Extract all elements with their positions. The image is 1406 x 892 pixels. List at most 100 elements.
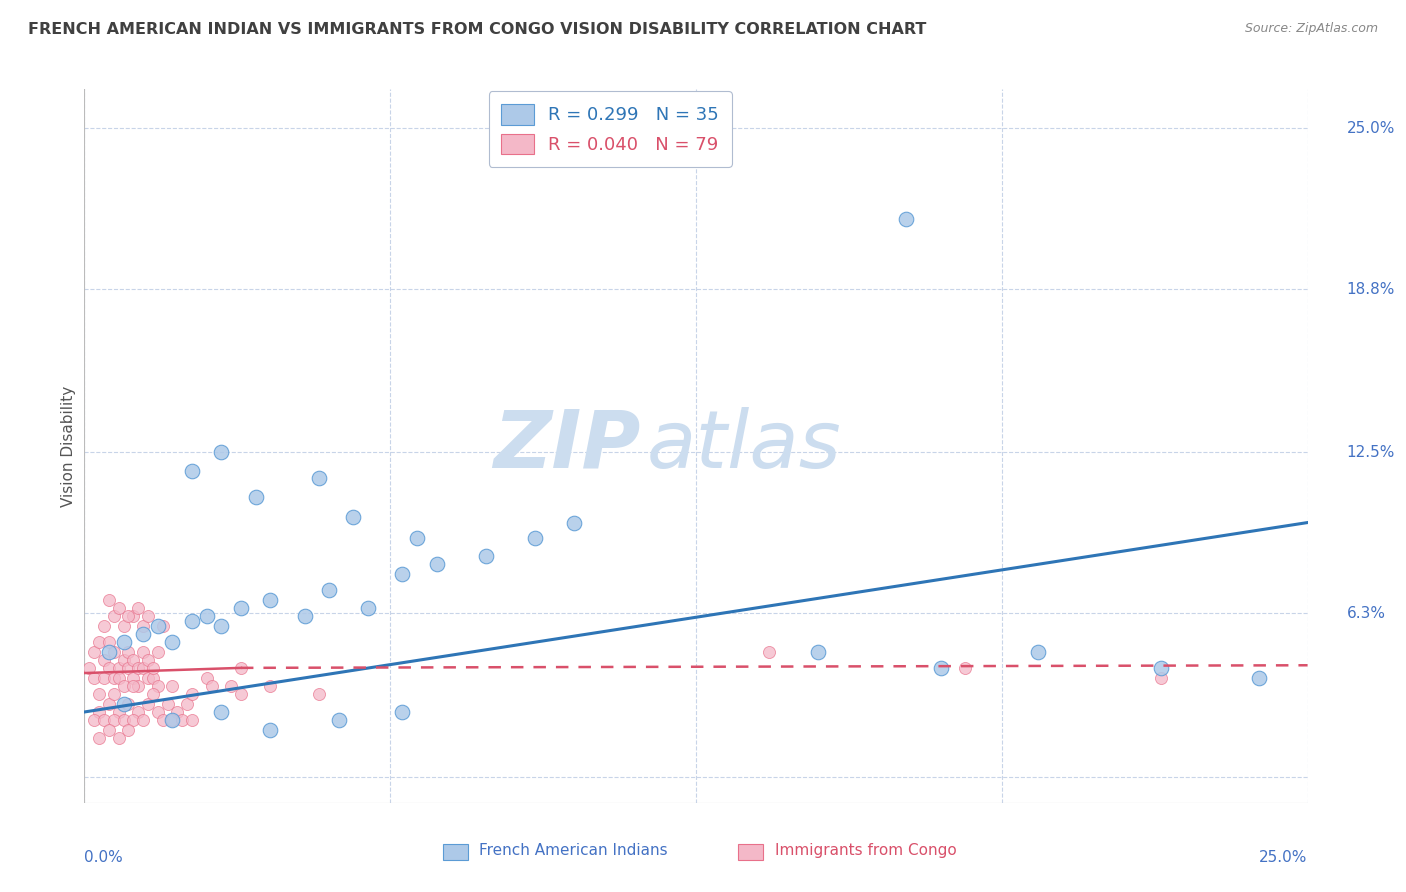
Point [294,609,316,624]
Point [132,713,155,727]
Point [103,671,125,685]
Point [127,661,149,675]
Point [132,645,155,659]
Point [97,661,120,675]
Point [112,653,135,667]
Point [142,661,165,675]
Point [896,211,918,226]
Point [200,679,222,693]
Point [117,697,139,711]
Point [308,687,330,701]
Point [146,705,169,719]
Point [117,661,139,675]
Point [117,645,139,659]
Point [209,619,232,633]
Point [181,464,204,478]
Point [181,687,204,701]
Point [127,601,149,615]
Point [807,645,830,659]
Point [122,653,145,667]
Point [219,679,242,693]
Point [1150,661,1173,675]
Point [127,705,149,719]
Text: Source: ZipAtlas.com: Source: ZipAtlas.com [1244,22,1378,36]
Point [83,671,105,685]
Y-axis label: Vision Disability: Vision Disability [60,385,76,507]
Point [107,705,129,719]
Point [195,671,218,685]
Point [474,549,496,564]
Text: 25.0%: 25.0% [1260,849,1308,864]
Point [162,713,184,727]
Point [112,679,135,693]
Point [209,705,232,719]
Point [953,661,976,675]
Point [83,645,105,659]
Text: FRENCH AMERICAN INDIAN VS IMMIGRANTS FROM CONGO VISION DISABILITY CORRELATION CH: FRENCH AMERICAN INDIAN VS IMMIGRANTS FRO… [28,22,927,37]
Point [1150,671,1173,685]
Point [152,619,174,633]
Point [87,687,110,701]
Point [259,723,281,738]
Point [342,510,364,524]
Point [117,609,139,624]
Point [136,671,159,685]
Point [93,713,115,727]
Point [136,609,159,624]
Point [156,697,179,711]
Point [103,713,125,727]
Point [391,705,413,719]
Point [132,627,155,641]
Text: atlas: atlas [647,407,842,485]
Text: 12.5%: 12.5% [1347,445,1395,460]
Text: 6.3%: 6.3% [1347,606,1386,621]
Text: French American Indians: French American Indians [479,844,668,858]
Point [122,609,145,624]
Point [87,731,110,745]
Point [107,731,129,745]
Point [93,671,115,685]
Point [93,619,115,633]
Point [146,619,169,633]
Point [1028,645,1050,659]
Point [318,582,340,597]
Legend: R = 0.299   N = 35, R = 0.040   N = 79: R = 0.299 N = 35, R = 0.040 N = 79 [489,91,733,167]
Point [229,661,252,675]
Point [83,713,105,727]
Point [357,601,380,615]
Point [122,671,145,685]
Point [136,697,159,711]
Text: 0.0%: 0.0% [84,849,124,864]
Point [142,671,165,685]
Text: 18.8%: 18.8% [1347,282,1395,296]
Point [132,661,155,675]
Point [209,445,232,459]
Point [152,713,174,727]
Point [146,679,169,693]
Text: Immigrants from Congo: Immigrants from Congo [775,844,956,858]
Point [162,635,184,649]
Point [142,687,165,701]
Point [195,609,218,624]
Point [87,705,110,719]
Point [259,593,281,607]
Point [103,687,125,701]
Point [103,645,125,659]
Point [112,619,135,633]
Point [112,697,135,711]
Point [97,645,120,659]
Point [523,531,546,545]
Point [97,697,120,711]
Point [562,516,585,530]
Point [229,601,252,615]
Point [77,661,100,675]
Point [107,661,129,675]
Point [87,635,110,649]
Point [127,679,149,693]
Point [1247,671,1270,685]
Point [132,619,155,633]
Point [181,614,204,628]
Point [162,713,184,727]
Text: 25.0%: 25.0% [1347,120,1395,136]
Point [176,697,198,711]
